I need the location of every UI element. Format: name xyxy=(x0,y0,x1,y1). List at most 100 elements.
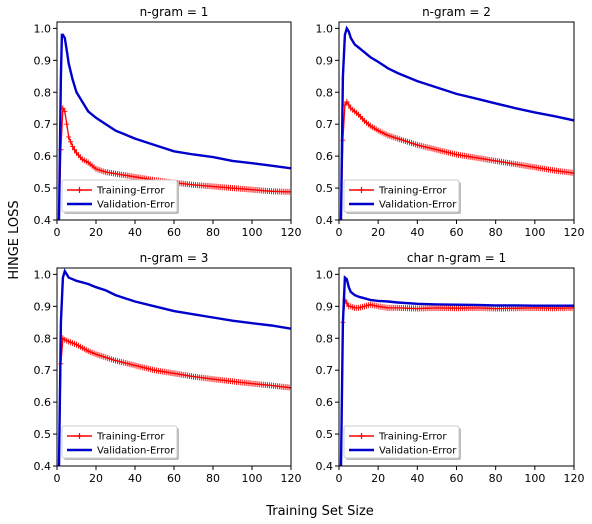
series-line xyxy=(339,25,574,220)
x-tick-label: 100 xyxy=(242,226,263,239)
y-tick-label: 0.5 xyxy=(316,182,334,195)
y-tick-label: 0.9 xyxy=(34,300,52,313)
y-tick-label: 0.7 xyxy=(316,364,334,377)
data-point xyxy=(72,146,78,153)
subplot-title: char n-gram = 1 xyxy=(407,251,506,265)
y-tick-label: 1.0 xyxy=(34,268,52,281)
x-tick-label: 80 xyxy=(206,226,220,239)
series-line xyxy=(57,268,291,466)
series-validation-error xyxy=(339,25,574,220)
x-tick-label: 60 xyxy=(167,226,181,239)
y-tick-label: 0.9 xyxy=(316,300,334,313)
data-point xyxy=(288,384,291,391)
y-tick-label: 1.0 xyxy=(316,268,334,281)
y-tick-label: 0.9 xyxy=(34,54,52,67)
x-tick-label: 40 xyxy=(128,472,142,485)
y-tick-label: 0.8 xyxy=(316,332,334,345)
y-tick-label: 0.4 xyxy=(316,460,334,473)
y-tick-label: 1.0 xyxy=(34,22,52,35)
data-point xyxy=(70,143,76,150)
subplot-title: n-gram = 1 xyxy=(140,5,209,19)
series-line xyxy=(57,33,291,220)
x-tick-label: 120 xyxy=(281,472,302,485)
x-tick-label: 0 xyxy=(336,226,343,239)
legend-label: Training-Error xyxy=(378,432,447,443)
y-tick-label: 0.6 xyxy=(34,150,52,163)
x-tick-label: 20 xyxy=(89,226,103,239)
x-tick-label: 120 xyxy=(281,226,302,239)
series-training-error xyxy=(339,98,574,220)
legend-label: Validation-Error xyxy=(379,200,457,211)
y-tick-label: 0.5 xyxy=(34,182,52,195)
y-tick-label: 0.7 xyxy=(34,118,52,131)
x-tick-label: 40 xyxy=(410,226,424,239)
legend-label: Training-Error xyxy=(96,432,165,443)
shared-y-axis-label: HINGE LOSS xyxy=(7,200,22,279)
x-tick-label: 0 xyxy=(54,226,61,239)
legend-label: Validation-Error xyxy=(97,200,175,211)
y-tick-label: 0.7 xyxy=(316,118,334,131)
y-tick-label: 0.8 xyxy=(34,86,52,99)
x-tick-label: 80 xyxy=(489,226,503,239)
legend: Training-Error Validation-Error xyxy=(343,425,461,460)
data-point xyxy=(571,170,574,177)
subplot-4: char n-gram = 1 0 20 40 60 80 100 120 0.4 0.5 0.6 0… xyxy=(316,251,585,485)
legend-label: Validation-Error xyxy=(379,446,457,457)
legend-label: Training-Error xyxy=(96,186,165,197)
x-tick-label: 100 xyxy=(242,472,263,485)
legend-label: Validation-Error xyxy=(97,446,175,457)
legend-label: Training-Error xyxy=(378,186,447,197)
y-tick-label: 0.4 xyxy=(34,460,52,473)
x-tick-label: 60 xyxy=(450,472,464,485)
y-tick-label: 0.5 xyxy=(316,428,334,441)
x-tick-label: 40 xyxy=(128,226,142,239)
legend: Training-Error Validation-Error xyxy=(61,179,179,214)
subplot-2: n-gram = 2 0 20 40 60 80 100 120 0.4 0.5 0.6 0.7 0.8… xyxy=(316,5,585,239)
x-tick-label: 20 xyxy=(371,226,385,239)
subplot-3: n-gram = 3 0 20 40 60 80 100 120 0.4 0.5 0.6 0.7 0.8… xyxy=(34,251,302,485)
panels: n-gram = 1 0 20 40 60 80 100 120 0.4 0.5 0.6 0.7 0.8… xyxy=(34,5,585,485)
data-point xyxy=(66,133,72,140)
y-tick-label: 0.4 xyxy=(34,214,52,227)
legend: Training-Error Validation-Error xyxy=(343,179,461,214)
y-tick-label: 0.5 xyxy=(34,428,52,441)
data-point xyxy=(571,304,574,311)
x-tick-label: 0 xyxy=(54,472,61,485)
x-tick-label: 20 xyxy=(89,472,103,485)
subplot-title: n-gram = 3 xyxy=(140,251,209,265)
y-tick-label: 0.6 xyxy=(34,396,52,409)
y-tick-label: 0.6 xyxy=(316,150,334,163)
legend: Training-Error Validation-Error xyxy=(61,425,179,460)
data-point xyxy=(68,138,74,145)
series-training-error xyxy=(57,335,291,466)
data-point xyxy=(346,102,352,109)
series-training-error xyxy=(339,296,574,466)
series-validation-error xyxy=(57,33,291,220)
x-tick-label: 0 xyxy=(336,472,343,485)
y-tick-label: 0.4 xyxy=(316,214,334,227)
data-point xyxy=(344,300,350,307)
y-tick-label: 1.0 xyxy=(316,22,334,35)
x-tick-label: 120 xyxy=(564,472,585,485)
x-tick-label: 20 xyxy=(371,472,385,485)
series-validation-error xyxy=(339,275,574,466)
shared-x-axis-label: Training Set Size xyxy=(265,504,374,519)
x-tick-label: 80 xyxy=(206,472,220,485)
series-validation-error xyxy=(57,268,291,466)
data-point xyxy=(288,188,291,195)
x-tick-label: 80 xyxy=(489,472,503,485)
subplot-title: n-gram = 2 xyxy=(422,5,491,19)
subplot-1: n-gram = 1 0 20 40 60 80 100 120 0.4 0.5 0.6 0.7 0.8… xyxy=(34,5,302,239)
data-point xyxy=(344,98,350,105)
y-tick-label: 0.6 xyxy=(316,396,334,409)
x-tick-label: 100 xyxy=(524,226,545,239)
y-tick-label: 0.8 xyxy=(34,332,52,345)
data-point xyxy=(64,121,70,128)
y-tick-label: 0.9 xyxy=(316,54,334,67)
x-tick-label: 60 xyxy=(167,472,181,485)
x-tick-label: 100 xyxy=(524,472,545,485)
y-tick-label: 0.8 xyxy=(316,86,334,99)
series-line xyxy=(339,275,574,466)
x-tick-label: 40 xyxy=(410,472,424,485)
